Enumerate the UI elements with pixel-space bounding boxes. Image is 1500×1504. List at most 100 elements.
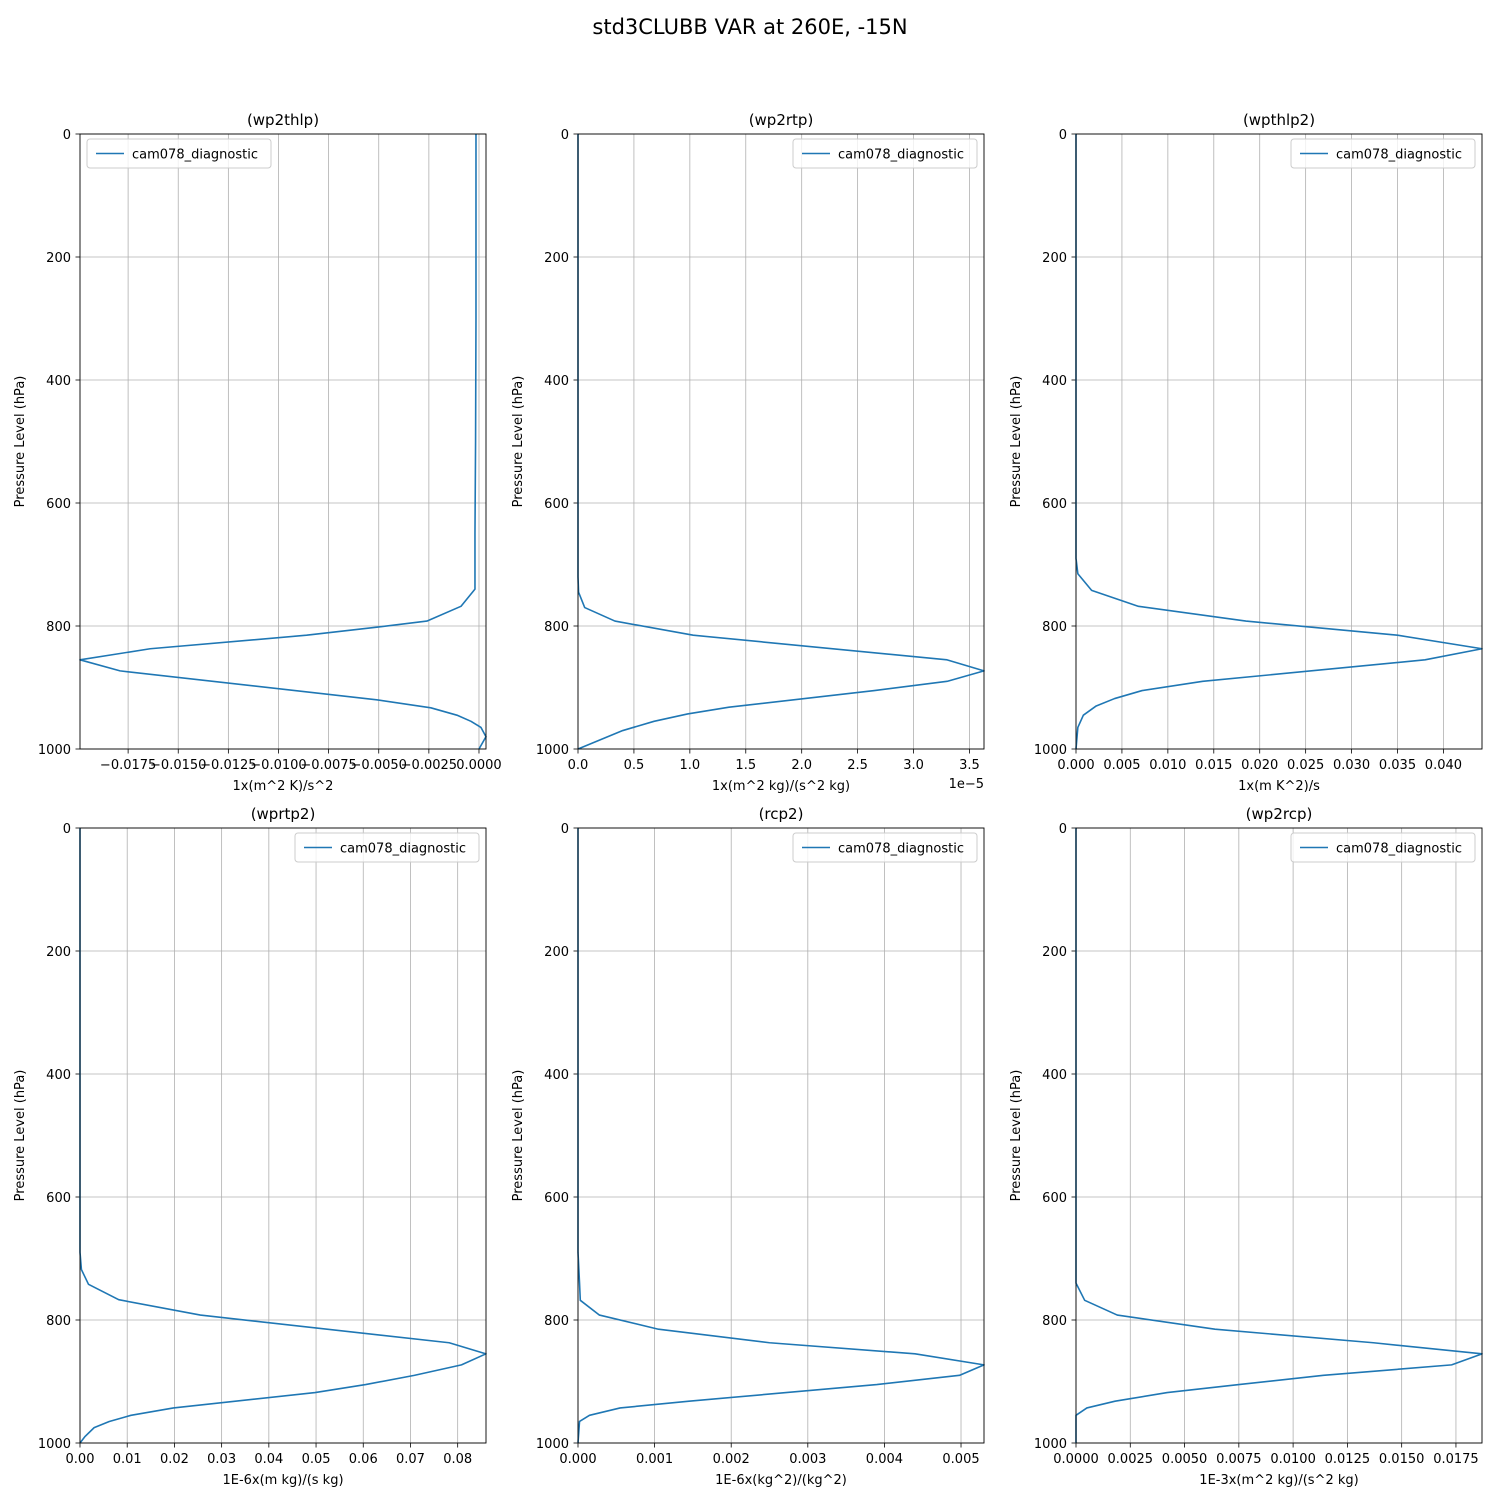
legend-box — [86, 138, 272, 169]
y-tick-label: 200 — [544, 251, 569, 266]
x-axis-label: 1x(m^2 K)/s^2 — [233, 779, 334, 794]
y-tick-label: 200 — [544, 945, 569, 960]
x-tick-label: 0.002 — [713, 1452, 750, 1467]
axes-frame — [577, 133, 985, 750]
y-tick-label: 0 — [561, 822, 569, 837]
y-tick-label: 600 — [1042, 497, 1067, 512]
subplot-title: (rcp2) — [759, 805, 804, 823]
x-tick-label: −0.0175 — [100, 758, 156, 773]
x-tick-label: 2.0 — [791, 758, 812, 773]
y-tick-label: 600 — [544, 497, 569, 512]
x-tick-label: 0.004 — [866, 1452, 903, 1467]
x-tick-label: 0.0025 — [1108, 1452, 1154, 1467]
x-tick-label: 0.0050 — [1162, 1452, 1208, 1467]
y-axis-label: Pressure Level (hPa) — [1009, 376, 1024, 508]
y-tick-label: 400 — [1042, 1068, 1067, 1083]
x-tick-label: 0.000 — [559, 1452, 596, 1467]
legend-box — [792, 832, 978, 863]
legend-label: cam078_diagnostic — [838, 148, 964, 163]
x-tick-label: 0.015 — [1195, 758, 1232, 773]
x-axis-label: 1x(m^2 kg)/(s^2 kg) — [712, 779, 850, 794]
x-tick-label: 0.05 — [302, 1452, 331, 1467]
y-axis-label: Pressure Level (hPa) — [511, 1070, 526, 1202]
y-tick-label: 200 — [1042, 251, 1067, 266]
y-tick-label: 800 — [46, 620, 71, 635]
y-tick-label: 0 — [63, 822, 71, 837]
y-tick-label: 200 — [1042, 945, 1067, 960]
y-tick-label: 200 — [46, 945, 71, 960]
legend-box — [294, 832, 480, 863]
y-tick-label: 800 — [544, 620, 569, 635]
x-tick-label: 0.03 — [207, 1452, 236, 1467]
series-line — [1075, 134, 1483, 750]
x-offset-label: 1e−5 — [949, 777, 984, 792]
legend-label: cam078_diagnostic — [340, 842, 466, 857]
x-tick-label: 1.5 — [735, 758, 756, 773]
legend: cam078_diagnostic — [1290, 138, 1476, 169]
x-tick-label: 0.035 — [1379, 758, 1416, 773]
series-line — [79, 134, 487, 750]
x-tick-label: 0.0000 — [1053, 1452, 1099, 1467]
x-tick-label: 0.005 — [1103, 758, 1140, 773]
y-tick-label: 1000 — [38, 743, 71, 758]
x-tick-label: 0.0 — [568, 758, 589, 773]
x-tick-label: 0.5 — [624, 758, 645, 773]
subplot-title: (wp2rtp) — [749, 111, 814, 129]
x-tick-label: −0.0075 — [300, 758, 356, 773]
x-tick-label: 0.025 — [1287, 758, 1324, 773]
y-tick-label: 400 — [46, 1068, 71, 1083]
y-axis-label: Pressure Level (hPa) — [1009, 1070, 1024, 1202]
x-tick-label: 2.5 — [847, 758, 868, 773]
y-tick-label: 0 — [1059, 128, 1067, 143]
x-tick-label: 0.0075 — [1216, 1452, 1262, 1467]
legend-label: cam078_diagnostic — [132, 148, 258, 163]
legend: cam078_diagnostic — [86, 138, 272, 169]
subplot-4: 0.00 0.01 0.02 0.03 0.04 0.05 0.06 0.07 0.08 0 200… — [13, 805, 487, 1488]
subplot-title: (wpthlp2) — [1243, 111, 1315, 129]
y-tick-label: 1000 — [1034, 1437, 1067, 1452]
y-axis-label: Pressure Level (hPa) — [13, 1070, 28, 1202]
x-tick-label: −0.0050 — [351, 758, 407, 773]
series-line — [577, 828, 985, 1444]
series-line — [1075, 828, 1483, 1443]
y-tick-label: 600 — [46, 1191, 71, 1206]
x-tick-label: 0.0125 — [1325, 1452, 1371, 1467]
legend-label: cam078_diagnostic — [1336, 842, 1462, 857]
y-tick-label: 600 — [46, 497, 71, 512]
x-tick-label: 0.005 — [942, 1452, 979, 1467]
subplot-title: (wp2rcp) — [1246, 805, 1313, 823]
x-tick-label: 0.0150 — [1379, 1452, 1425, 1467]
y-tick-label: 800 — [1042, 1314, 1067, 1329]
x-axis-label: 1E-6x(kg^2)/(kg^2) — [715, 1473, 847, 1488]
legend-box — [1290, 832, 1476, 863]
y-tick-label: 600 — [544, 1191, 569, 1206]
y-axis-label: Pressure Level (hPa) — [13, 376, 28, 508]
x-tick-label: 0.020 — [1241, 758, 1278, 773]
subplot-6: 0.0000 0.0025 0.0050 0.0075 0.0100 0.0125 0.01… — [1009, 805, 1483, 1488]
subplot-1: −0.0175−0.0150−0.0125−0.0100−0.0075−0.00… — [13, 111, 502, 794]
figure-title: std3CLUBB VAR at 260E, -15N — [592, 15, 908, 39]
x-axis-label: 1x(m K^2)/s — [1238, 779, 1320, 794]
y-tick-label: 600 — [1042, 1191, 1067, 1206]
x-tick-label: 0.06 — [349, 1452, 378, 1467]
x-tick-label: 0.07 — [396, 1452, 425, 1467]
x-tick-label: 0.01 — [113, 1452, 142, 1467]
y-tick-label: 1000 — [536, 1437, 569, 1452]
x-axis-label: 1E-6x(m kg)/(s kg) — [222, 1473, 343, 1488]
axes-frame — [1075, 827, 1483, 1444]
y-tick-label: 200 — [46, 251, 71, 266]
x-tick-label: 0.040 — [1425, 758, 1462, 773]
legend: cam078_diagnostic — [792, 138, 978, 169]
x-tick-label: 0.0100 — [1270, 1452, 1316, 1467]
y-tick-label: 400 — [544, 374, 569, 389]
x-tick-label: 0.030 — [1333, 758, 1370, 773]
x-tick-label: 1.0 — [680, 758, 701, 773]
axes-frame — [577, 827, 985, 1444]
x-tick-label: 0.000 — [1057, 758, 1094, 773]
subplot-title: (wprtp2) — [251, 805, 316, 823]
y-axis-label: Pressure Level (hPa) — [511, 376, 526, 508]
x-tick-label: −0.0150 — [150, 758, 206, 773]
x-tick-label: 0.04 — [254, 1452, 283, 1467]
